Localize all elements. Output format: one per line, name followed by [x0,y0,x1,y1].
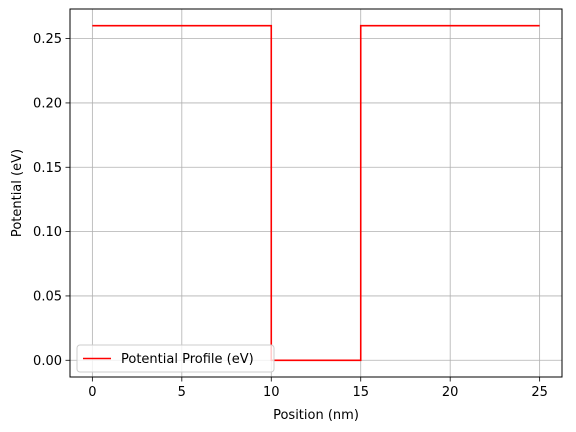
y-tick-label: 0.00 [33,354,62,369]
y-axis-title: Potential (eV) [10,149,25,237]
series-layer [92,24,540,362]
x-tick-label: 0 [88,385,96,400]
x-tick-label: 20 [442,385,459,400]
legend-box [76,344,275,373]
plot-frame [69,8,563,378]
legend-entry-potential-profile: Potential Profile (eV) [121,352,254,367]
x-tick-label: 5 [178,385,186,400]
legend: Potential Profile (eV) [76,344,275,373]
x-tick-label: 15 [352,385,369,400]
ticks: 0 5 10 15 20 25 0.00 0.05 0.10 0.15 0.20 0.25 [33,32,548,400]
y-tick-label: 0.20 [33,96,62,111]
x-axis-title: Position (nm) [273,408,359,423]
y-tick-label: 0.05 [33,289,62,304]
y-tick-label: 0.10 [33,225,62,240]
y-tick-label: 0.15 [33,161,62,176]
y-tick-label: 0.25 [33,32,62,47]
series-line-potential-profile [92,24,540,362]
x-tick-label: 10 [263,385,280,400]
x-tick-label: 25 [531,385,548,400]
